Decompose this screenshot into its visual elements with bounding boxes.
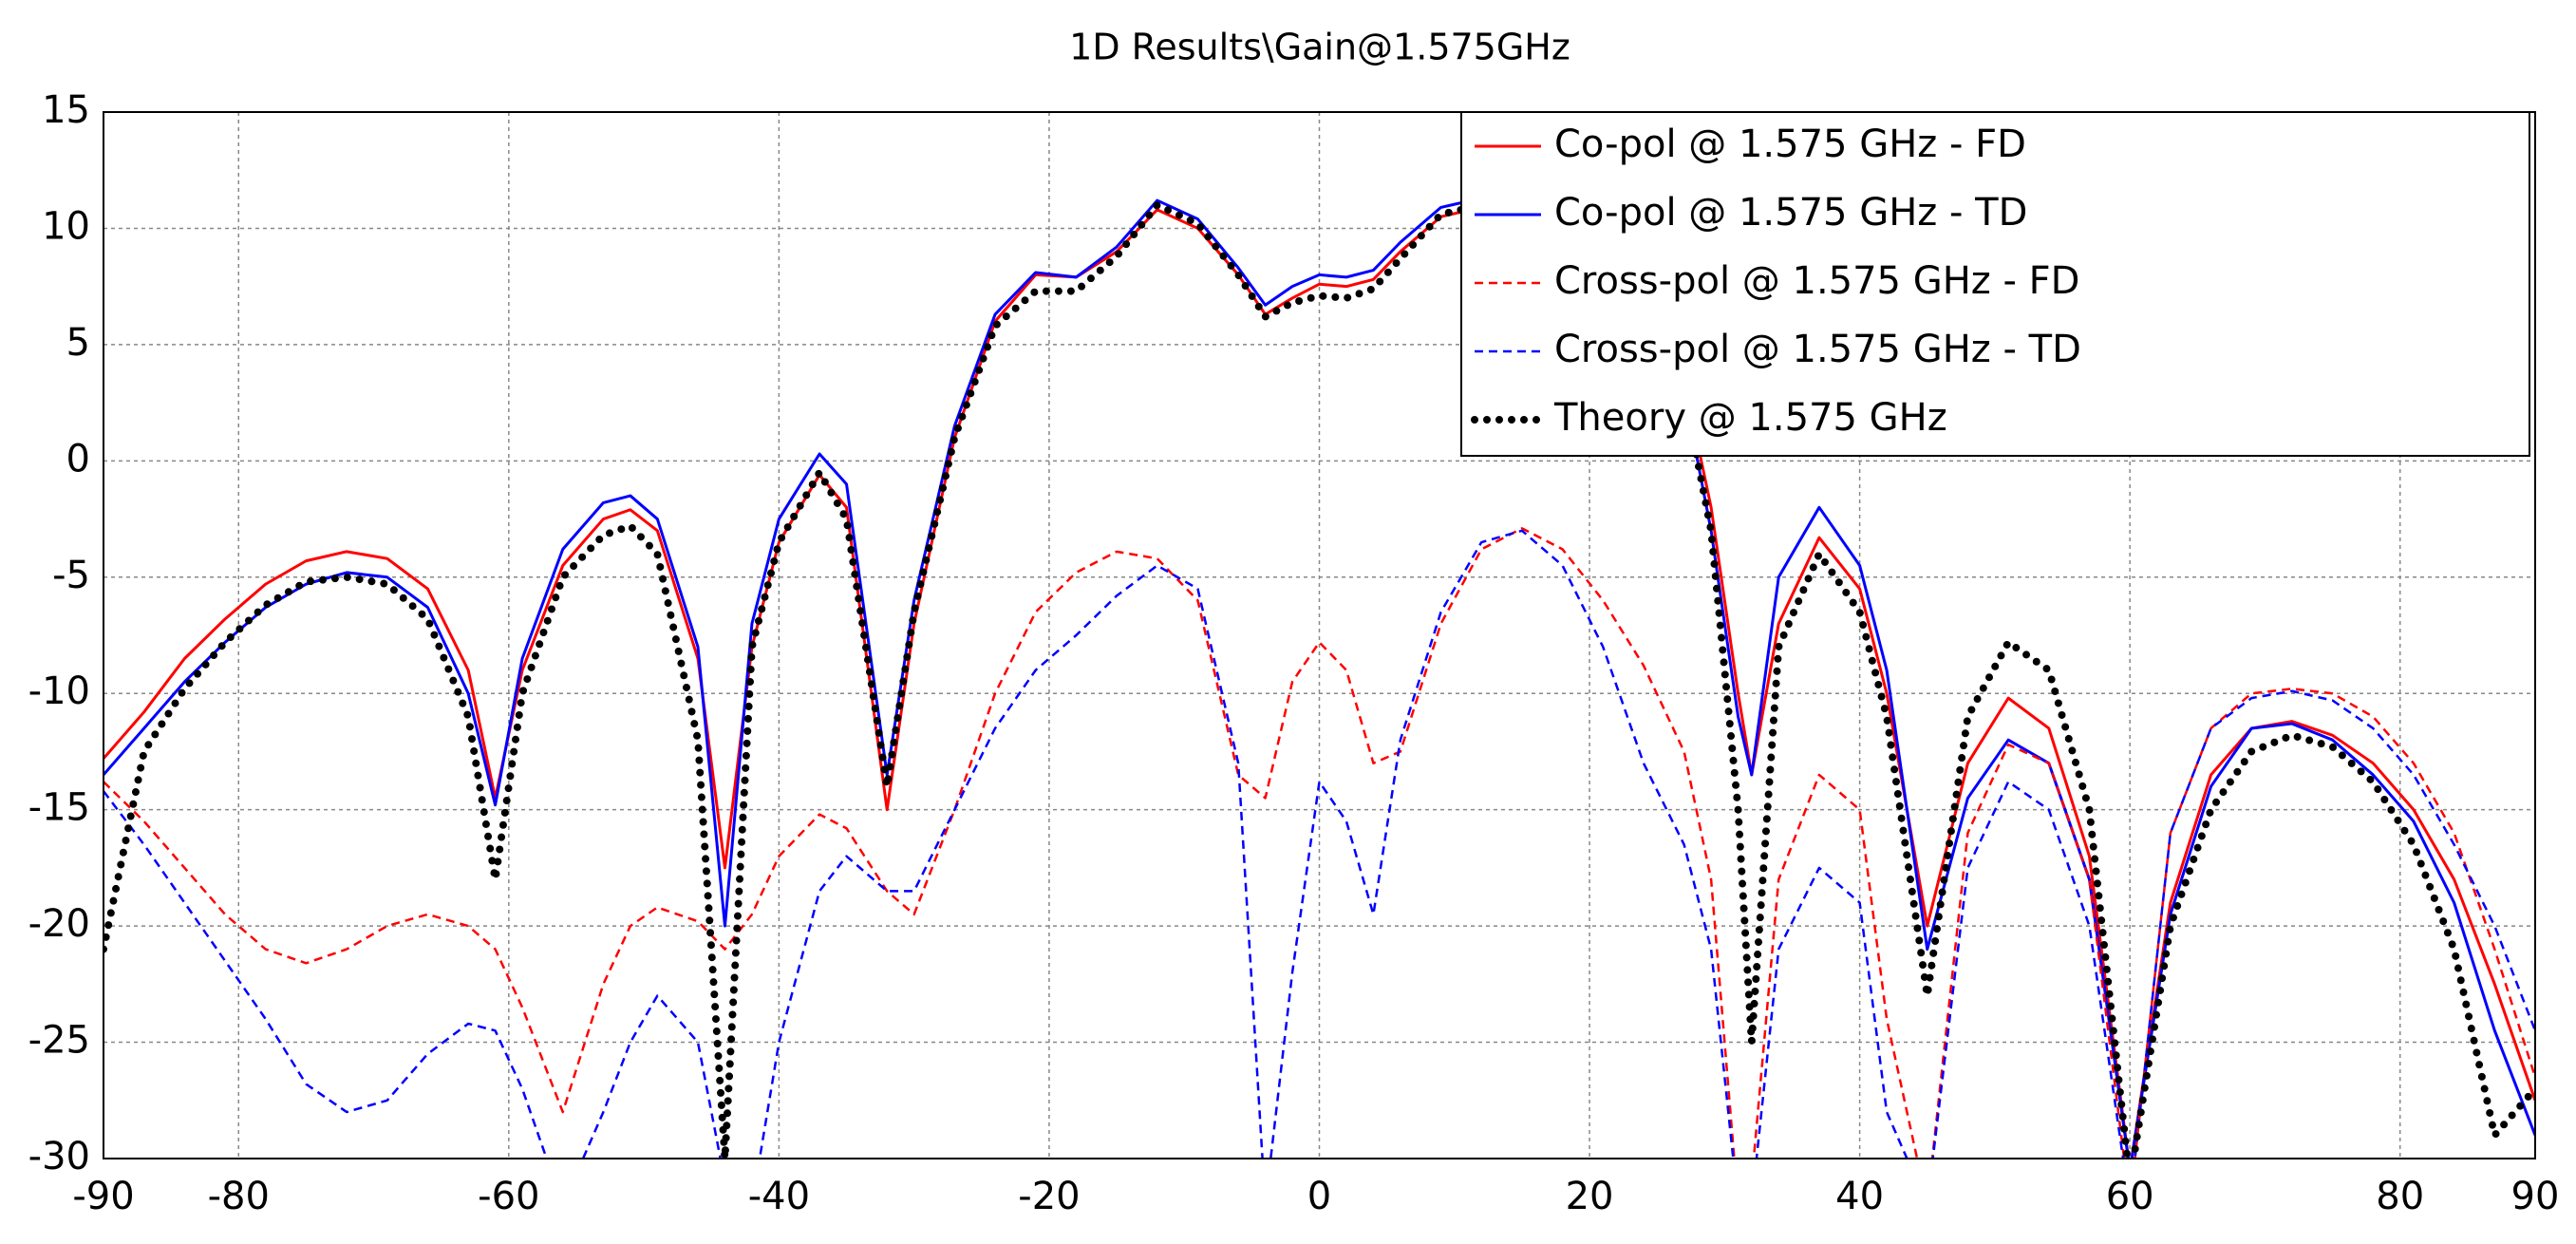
x-tick-label: -80	[208, 1175, 270, 1218]
y-tick-label: 10	[42, 204, 90, 248]
x-tick-label: 40	[1835, 1175, 1884, 1218]
y-tick-label: -30	[28, 1135, 90, 1178]
x-tick-label: 0	[1307, 1175, 1331, 1218]
y-tick-label: -5	[52, 554, 90, 597]
plot-area	[103, 197, 2535, 1159]
x-tick-label: -20	[1018, 1175, 1080, 1218]
y-tick-label: 15	[42, 88, 90, 132]
legend-label: Cross-pol @ 1.575 GHz - FD	[1554, 259, 2079, 303]
legend-label: Theory @ 1.575 GHz	[1553, 396, 1947, 440]
series-line	[103, 205, 2535, 1159]
x-tick-label: 20	[1566, 1175, 1614, 1218]
x-tick-label: -40	[748, 1175, 810, 1218]
legend: Co-pol @ 1.575 GHz - FD Co-pol @ 1.575 GH…	[1460, 111, 2530, 457]
y-tick-label: -25	[28, 1019, 90, 1063]
x-tick-label: 80	[2376, 1175, 2424, 1218]
series-line	[103, 529, 2535, 1159]
legend-label: Cross-pol @ 1.575 GHz - TD	[1554, 328, 2081, 371]
y-tick-label: 5	[66, 321, 90, 365]
legend-label: Co-pol @ 1.575 GHz - TD	[1554, 191, 2027, 235]
chart-title: 1D Results\Gain@1.575GHz	[1069, 27, 1570, 68]
y-tick-label: -15	[28, 786, 90, 830]
x-tick-label: 60	[2106, 1175, 2154, 1218]
x-tick-label: -90	[72, 1175, 134, 1218]
y-tick-label: -20	[28, 902, 90, 946]
series-line	[103, 200, 2535, 1159]
x-tick-label: -60	[478, 1175, 539, 1218]
plot-frame	[103, 111, 2536, 1159]
legend-label: Co-pol @ 1.575 GHz - FD	[1554, 123, 2026, 166]
y-tick-label: -10	[28, 669, 90, 713]
x-tick-label: 90	[2511, 1175, 2560, 1218]
legend-box	[1460, 111, 2530, 457]
y-tick-label: 0	[66, 437, 90, 481]
series-line	[103, 527, 2535, 1159]
